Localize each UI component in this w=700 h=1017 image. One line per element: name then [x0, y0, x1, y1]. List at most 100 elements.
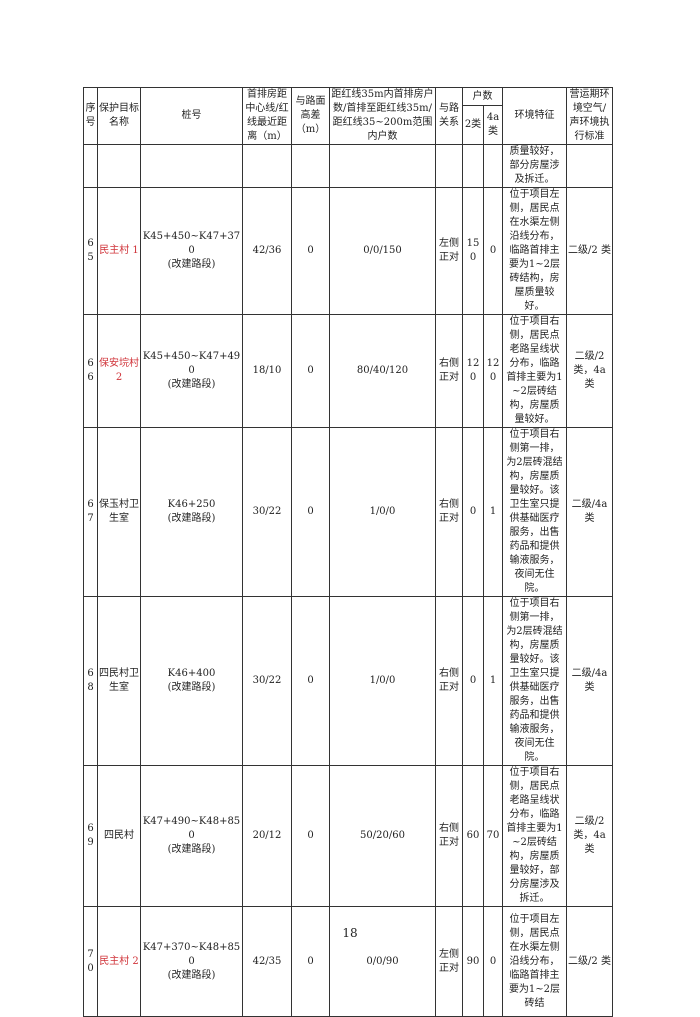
table-row: 70 民主村 2 K47+370~K48+850 (改建路段) 42/35 0 0/0/90…	[83, 906, 613, 1017]
relation-cell: 右侧正对	[435, 314, 463, 428]
relation-cell: 右侧正对	[435, 765, 463, 907]
env-cell: 位于项目右侧第一排，为2层砖混结构，房屋质量较好。该卫生室只提供基础医疗服务，出…	[502, 427, 567, 597]
class4a-cell: 0	[483, 187, 503, 315]
seq-cell: 70	[83, 906, 98, 1017]
households-range-cell: 0/0/150	[329, 187, 436, 315]
page-number: 18	[342, 926, 358, 940]
height-cell: 0	[291, 187, 330, 315]
seq-cell: 67	[83, 427, 98, 597]
class2-cell: 0	[462, 427, 484, 597]
households-range-cell: 0/0/90	[329, 906, 436, 1017]
class4a-cell: 70	[483, 765, 503, 907]
header-class2: 2类	[462, 105, 484, 145]
table-row: 68 四民村卫生室 K46+400 (改建路段) 30/22 0 1/0/0 右侧正对 0 1 位于…	[83, 596, 613, 766]
seq-cell: 68	[83, 596, 98, 766]
class2-cell: 120	[462, 314, 484, 428]
relation-cell: 右侧正对	[435, 427, 463, 597]
station: K46+250	[167, 499, 216, 510]
station-note: (改建路段)	[167, 844, 216, 855]
standard-cell: 二级/4a 类	[566, 427, 613, 597]
seq-cell: 66	[83, 314, 98, 428]
station-note: (改建路段)	[167, 379, 216, 390]
station: K45+450~K47+370	[142, 231, 241, 256]
header-standard: 营运期环境空气/声环境执行标准	[566, 87, 613, 145]
env-cell: 位于项目右侧，居民点老路呈线状分布，临路首排主要为1~2层砖结构，房屋质量较好。	[502, 314, 567, 428]
class4a-cell: 0	[483, 906, 503, 1017]
households-range-cell: 50/20/60	[329, 765, 436, 907]
class4a-cell: 1	[483, 596, 503, 766]
distance-cell: 42/36	[242, 187, 292, 315]
station-cell: K46+400 (改建路段)	[140, 596, 243, 766]
station-note: (改建路段)	[167, 682, 216, 693]
header-households: 户数	[462, 86, 503, 107]
relation-cell: 右侧正对	[435, 596, 463, 766]
header-target: 保护目标名称	[97, 87, 141, 145]
height-cell: 0	[291, 596, 330, 766]
station-cell: K47+370~K48+850 (改建路段)	[140, 906, 243, 1017]
standard-cell: 二级/4a 类	[566, 596, 613, 766]
header-station: 桩号	[140, 87, 243, 145]
station-note: (改建路段)	[167, 259, 216, 270]
class4a-cell: 120	[483, 314, 503, 428]
table-row: 67 保玉村卫生室 K46+250 (改建路段) 30/22 0 1/0/0 右侧正对 0 1 位于…	[83, 427, 613, 597]
target-cell: 四民村卫生室	[97, 596, 141, 766]
station-cell: K46+250 (改建路段)	[140, 427, 243, 597]
class4a-cell: 1	[483, 427, 503, 597]
station: K47+490~K48+850	[142, 816, 241, 841]
height-cell: 0	[291, 314, 330, 428]
target-cell: 四民村	[97, 765, 141, 907]
class2-cell: 60	[462, 765, 484, 907]
station: K45+450~K47+490	[142, 351, 241, 376]
target-cell: 保安垸村 2	[97, 314, 141, 428]
households-range-cell: 80/40/120	[329, 314, 436, 428]
distance-cell: 20/12	[242, 765, 292, 907]
station: K46+400	[167, 668, 216, 679]
header-seq: 序号	[83, 87, 98, 145]
table-row: 66 保安垸村 2 K45+450~K47+490 (改建路段) 18/10 0 80/40…	[83, 314, 613, 428]
seq-cell: 65	[83, 187, 98, 315]
seq-cell: 69	[83, 765, 98, 907]
station-note: (改建路段)	[167, 969, 216, 981]
distance-cell: 18/10	[242, 314, 292, 428]
distance-cell: 42/35	[242, 906, 292, 1017]
height-cell: 0	[291, 427, 330, 597]
header-households-range: 距红线35m内首排房户数/首排至距红线35m/距红线35~200m范围内户数	[329, 87, 436, 145]
target-cell: 民主村 1	[97, 187, 141, 315]
env-cell: 位于项目左侧，居民点在水渠左侧沿线分布，临路首排主要为1~2层砖结构，房屋质量较…	[502, 187, 567, 315]
standard-cell: 二级/2 类	[566, 906, 613, 1017]
height-cell: 0	[291, 765, 330, 907]
env-cell: 位于项目左侧，居民点在水渠左侧沿线分布，临路首排主要为1~2层砖结	[502, 906, 567, 1017]
relation-cell: 左侧正对	[435, 906, 463, 1017]
standard-cell: 二级/2 类，4a 类	[566, 765, 613, 907]
class2-cell: 150	[462, 187, 484, 315]
households-range-cell: 1/0/0	[329, 427, 436, 597]
env-cell: 位于项目右侧第一排，为2层砖混结构，房屋质量较好。该卫生室只提供基础医疗服务，出…	[502, 596, 567, 766]
class2-cell: 90	[462, 906, 484, 1017]
distance-cell: 30/22	[242, 596, 292, 766]
target-cell: 民主村 2	[97, 906, 141, 1017]
relation-cell: 左侧正对	[435, 187, 463, 315]
standard-cell: 二级/2 类，4a 类	[566, 314, 613, 428]
header-distance: 首排房距中心线/红线最近距离（m）	[242, 87, 292, 145]
env-cell: 位于项目右侧，居民点老路呈线状分布，临路首排主要为1~2层砖结构，房屋质量较好，…	[502, 765, 567, 907]
target-cell: 保玉村卫生室	[97, 427, 141, 597]
header-relation: 与路关系	[435, 87, 463, 145]
class2-cell: 0	[462, 596, 484, 766]
continuation-row: 质量较好，部分房屋涉及拆迁。	[83, 144, 613, 188]
height-cell: 0	[291, 906, 330, 1017]
document-page: 序号 保护目标名称 桩号 首排房距中心线/红线最近距离（m） 与路面高差（m） …	[83, 86, 613, 1017]
households-range-cell: 1/0/0	[329, 596, 436, 766]
header-height: 与路面高差（m）	[291, 87, 330, 145]
table-row: 65 民主村 1 K45+450~K47+370 (改建路段) 42/36 0 0/0/15…	[83, 187, 613, 315]
header-env: 环境特征	[502, 87, 567, 145]
protection-targets-table: 序号 保护目标名称 桩号 首排房距中心线/红线最近距离（m） 与路面高差（m） …	[83, 86, 613, 1017]
table-row: 69 四民村 K47+490~K48+850 (改建路段) 20/12 0 50/20/60…	[83, 765, 613, 907]
distance-cell: 30/22	[242, 427, 292, 597]
station: K47+370~K48+850	[142, 941, 241, 967]
station-cell: K45+450~K47+490 (改建路段)	[140, 314, 243, 428]
station-cell: K45+450~K47+370 (改建路段)	[140, 187, 243, 315]
env-cell: 质量较好，部分房屋涉及拆迁。	[502, 144, 567, 188]
standard-cell: 二级/2 类	[566, 187, 613, 315]
header-class4a: 4a类	[483, 105, 503, 145]
station-note: (改建路段)	[167, 513, 216, 524]
